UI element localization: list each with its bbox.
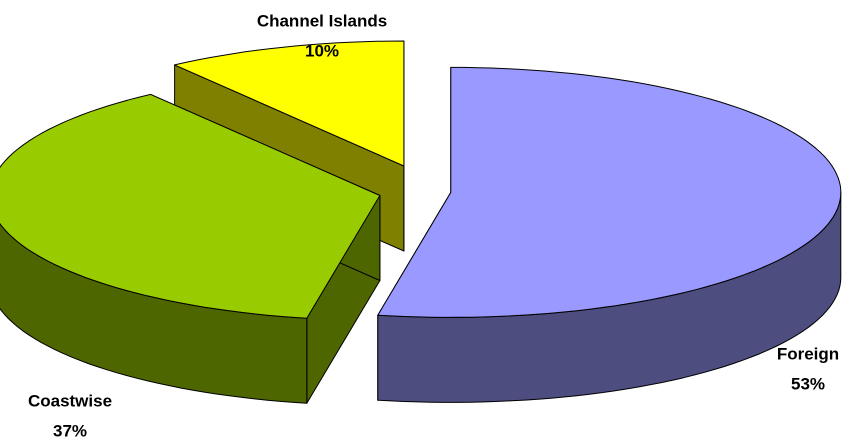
slice <box>377 66 842 318</box>
slice <box>174 40 405 167</box>
slice-label: Foreign <box>777 344 839 363</box>
value-label: 53% <box>791 374 825 393</box>
slice-label: Channel Islands <box>257 11 387 30</box>
value-label: 37% <box>53 421 87 440</box>
slice <box>0 93 381 319</box>
slice-label: Coastwise <box>28 391 112 410</box>
value-label: 10% <box>305 41 339 60</box>
